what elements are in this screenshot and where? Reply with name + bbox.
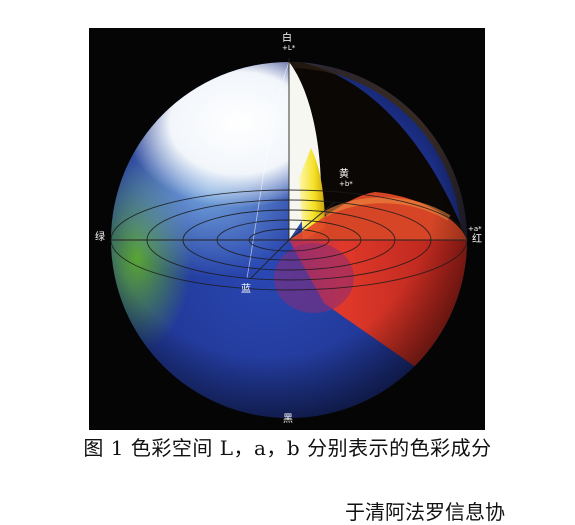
yellow-label: 黄 +b* [339, 170, 353, 188]
blue-label-text: 蓝 [241, 284, 251, 295]
white-label-text: 白 [282, 33, 292, 44]
green-label-text: 绿 [95, 232, 105, 243]
white-axis-label: +L* [282, 44, 296, 52]
blue-label: 蓝 [241, 285, 251, 295]
yellow-label-text: 黄 [339, 169, 349, 180]
green-label: 绿 [95, 233, 105, 243]
lab-color-sphere-figure: 白 +L* 黄 +b* 绿 +a* 红 蓝 黑 [89, 28, 485, 430]
sphere-illustration [110, 58, 468, 418]
black-label-text: 黑 [283, 414, 293, 425]
white-label: 白 +L* [282, 34, 295, 52]
red-axis-label: +a* [468, 225, 482, 233]
black-label: 黑 [283, 415, 293, 425]
yellow-axis-label: +b* [339, 180, 353, 188]
red-label-text: 红 [472, 234, 482, 245]
figure-caption: 图 1 色彩空间 L，a，b 分别表示的色彩成分 [83, 436, 492, 460]
axes [111, 58, 467, 279]
footer-text: 于清阿法罗信息协 [345, 500, 505, 524]
red-label: +a* 红 [468, 226, 482, 245]
